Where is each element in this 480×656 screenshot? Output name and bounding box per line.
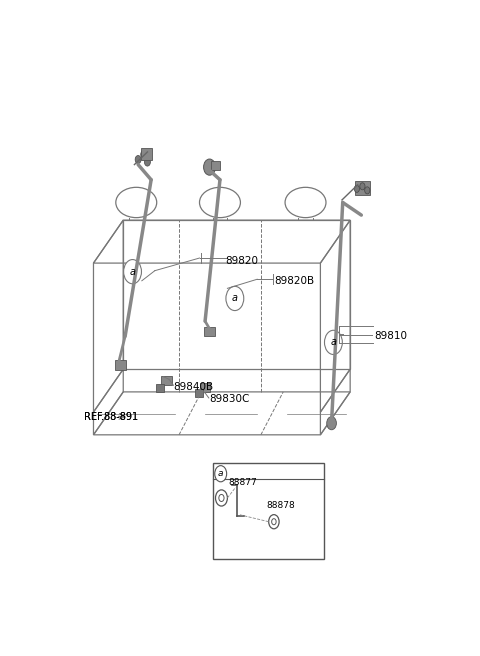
Circle shape xyxy=(365,187,370,194)
Bar xyxy=(200,383,210,392)
Text: a: a xyxy=(130,267,135,277)
Bar xyxy=(211,161,220,170)
Bar xyxy=(141,148,152,159)
Text: 89810: 89810 xyxy=(374,331,408,341)
Text: a: a xyxy=(232,293,238,304)
Text: 88877: 88877 xyxy=(228,478,257,487)
Text: REF.88-891: REF.88-891 xyxy=(84,412,138,422)
Circle shape xyxy=(204,159,216,175)
Circle shape xyxy=(360,183,365,190)
Circle shape xyxy=(135,155,141,163)
Circle shape xyxy=(324,330,342,354)
Circle shape xyxy=(215,466,227,482)
Text: a: a xyxy=(218,469,224,478)
Bar xyxy=(213,462,324,559)
Circle shape xyxy=(144,158,150,166)
Bar xyxy=(161,377,172,385)
Circle shape xyxy=(354,185,360,192)
Bar xyxy=(195,389,203,397)
Text: a: a xyxy=(330,337,336,348)
Bar xyxy=(204,327,215,337)
Circle shape xyxy=(141,150,147,159)
Bar xyxy=(355,181,370,195)
Text: 89830C: 89830C xyxy=(209,394,249,405)
Bar xyxy=(115,360,126,370)
Text: 89820: 89820 xyxy=(226,256,259,266)
Bar xyxy=(156,384,164,392)
Text: REF.88-891: REF.88-891 xyxy=(84,412,138,422)
Circle shape xyxy=(124,260,142,284)
Text: 89820B: 89820B xyxy=(274,276,314,286)
Text: 88878: 88878 xyxy=(266,501,295,510)
Circle shape xyxy=(327,417,336,430)
Text: 89840B: 89840B xyxy=(173,382,214,392)
Circle shape xyxy=(226,286,244,310)
